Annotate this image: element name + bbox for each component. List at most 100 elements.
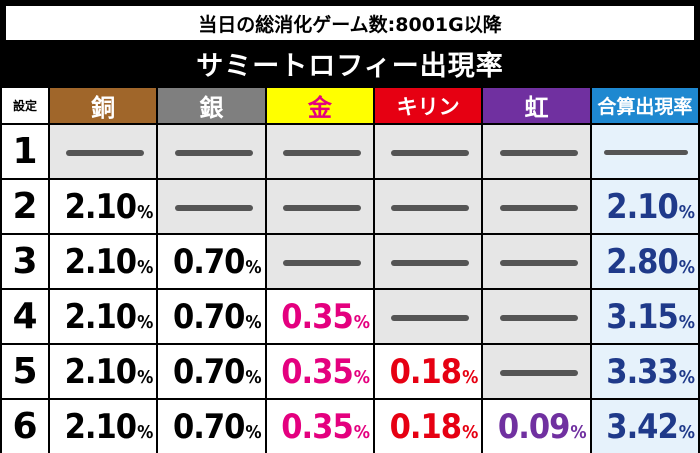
header-setting: 設定 (2, 88, 48, 123)
percent-sign: % (245, 311, 261, 333)
percent-sign: % (245, 421, 261, 443)
percent-sign: % (137, 201, 153, 223)
kirin-rate-cell (374, 180, 482, 233)
percent-sign: % (570, 421, 586, 443)
table-row: 2 2.10% 2.10% (2, 180, 698, 233)
copper-rate-cell: 2.10% (50, 345, 157, 398)
copper-rate-value: 2.10% (65, 407, 154, 447)
percent-sign: % (678, 256, 695, 278)
silver-rate-cell: 0.70% (158, 400, 265, 453)
percent-sign: % (137, 366, 153, 388)
rate-number: 0.35 (281, 406, 353, 447)
silver-rate-value: 0.70% (173, 242, 262, 282)
rate-number: 0.09 (497, 406, 570, 447)
header-row: 設定 銅 銀 金 キリン 虹 合算出現率 (2, 88, 698, 123)
header-niji: 虹 (483, 88, 590, 123)
dash-icon (66, 149, 145, 156)
copper-rate-value: 2.10% (65, 297, 154, 337)
percent-sign: % (353, 366, 370, 388)
rate-number: 0.18 (389, 351, 462, 392)
dash-icon (282, 259, 361, 266)
kirin-rate-cell: 0.18% (374, 345, 482, 398)
table-row: 5 2.10% 0.70% 0.35% 0.18% 3.33% (2, 345, 698, 398)
rate-number: 0.70 (172, 351, 245, 392)
rate-number: 2.10 (64, 241, 137, 282)
gold-rate-cell: 0.35% (266, 290, 373, 343)
niji-rate-cell (483, 290, 590, 343)
percent-sign: % (137, 421, 153, 443)
kirin-rate-cell (374, 290, 482, 343)
dash-icon (499, 149, 578, 156)
rate-number: 2.10 (64, 351, 137, 392)
setting-cell: 4 (2, 290, 48, 343)
rate-number: 3.15 (606, 296, 678, 337)
rate-number: 0.35 (281, 296, 353, 337)
rate-number: 2.10 (606, 186, 678, 227)
kirin-rate-cell (374, 125, 482, 178)
trophy-rate-table: 設定 銅 銀 金 キリン 虹 合算出現率 1 2 2.10% 2.10% 3 2.10% 0… (0, 86, 700, 453)
gold-rate-cell: 0.35% (266, 345, 373, 398)
copper-rate-cell (50, 125, 157, 178)
total-rate-value: 3.33% (606, 352, 695, 392)
gold-rate-cell (266, 125, 373, 178)
table-row: 4 2.10% 0.70% 0.35% 3.15% (2, 290, 698, 343)
game-count-banner: 当日の総消化ゲーム数:8001G以降 (6, 6, 694, 40)
niji-rate-cell (483, 180, 590, 233)
dash-icon (499, 314, 578, 321)
total-rate-cell: 2.10% (591, 180, 698, 233)
silver-rate-cell: 0.70% (158, 290, 265, 343)
rate-number: 0.18 (389, 406, 462, 447)
total-rate-value: 2.80% (606, 242, 695, 282)
copper-rate-value: 2.10% (65, 187, 154, 227)
setting-cell: 1 (2, 125, 48, 178)
rate-number: 2.80 (606, 241, 678, 282)
setting-cell: 3 (2, 235, 48, 288)
rate-number: 0.70 (172, 241, 245, 282)
total-rate-value: 3.15% (606, 297, 695, 337)
dash-icon (282, 204, 361, 211)
total-rate-cell: 2.80% (591, 235, 698, 288)
dash-icon (391, 149, 470, 156)
kirin-rate-cell (374, 235, 482, 288)
dash-icon (499, 369, 578, 376)
silver-rate-value: 0.70% (173, 297, 262, 337)
niji-rate-cell (483, 345, 590, 398)
rate-number: 2.10 (64, 406, 137, 447)
dash-icon (391, 314, 470, 321)
gold-rate-cell: 0.35% (266, 400, 373, 453)
percent-sign: % (462, 421, 478, 443)
silver-rate-cell (158, 125, 265, 178)
total-rate-cell: 3.33% (591, 345, 698, 398)
header-copper: 銅 (50, 88, 157, 123)
dash-icon (282, 149, 361, 156)
header-silver: 銀 (158, 88, 265, 123)
header-kirin: キリン (374, 88, 482, 123)
rate-number: 2.10 (64, 296, 137, 337)
setting-cell: 2 (2, 180, 48, 233)
kirin-rate-cell: 0.18% (374, 400, 482, 453)
copper-rate-value: 2.10% (65, 352, 154, 392)
niji-rate-cell (483, 125, 590, 178)
rate-number: 2.10 (64, 186, 137, 227)
silver-rate-cell: 0.70% (158, 345, 265, 398)
setting-cell: 5 (2, 345, 48, 398)
table-row: 3 2.10% 0.70% 2.80% (2, 235, 698, 288)
niji-rate-cell (483, 235, 590, 288)
dash-icon (391, 204, 470, 211)
copper-rate-cell: 2.10% (50, 235, 157, 288)
dash-icon (499, 204, 578, 211)
setting-cell: 6 (2, 400, 48, 453)
niji-rate-cell: 0.09% (483, 400, 590, 453)
copper-rate-cell: 2.10% (50, 400, 157, 453)
total-rate-cell: 3.15% (591, 290, 698, 343)
gold-rate-value: 0.35% (281, 407, 370, 447)
dash-icon (174, 149, 253, 156)
percent-sign: % (678, 421, 695, 443)
dash-icon (499, 259, 578, 266)
copper-rate-cell: 2.10% (50, 180, 157, 233)
percent-sign: % (245, 256, 261, 278)
niji-rate-value: 0.09% (498, 407, 587, 447)
percent-sign: % (353, 311, 370, 333)
silver-rate-value: 0.70% (173, 352, 262, 392)
